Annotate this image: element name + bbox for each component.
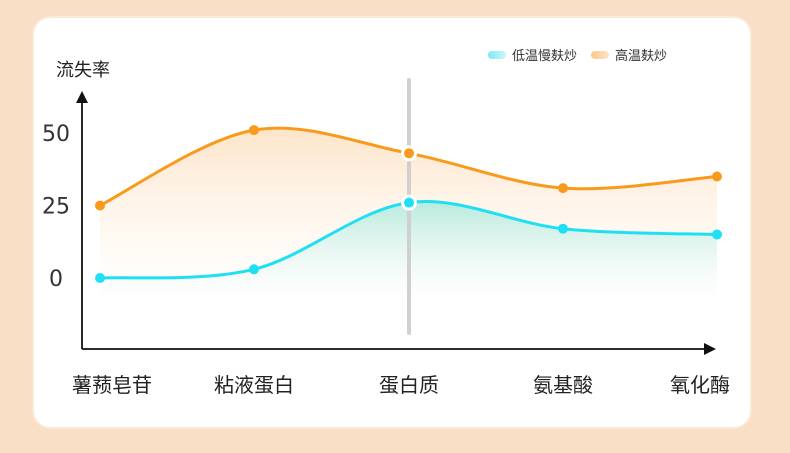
series-2-point bbox=[249, 125, 259, 136]
series-1-point bbox=[558, 223, 568, 234]
legend-swatch bbox=[488, 50, 506, 59]
series-2-point bbox=[95, 200, 105, 211]
series-1-point bbox=[404, 197, 414, 208]
series-1-point bbox=[712, 229, 722, 240]
series-1-point bbox=[249, 264, 259, 275]
legend-label: 低温慢麸炒 bbox=[512, 49, 578, 64]
x-axis-arrow bbox=[704, 343, 716, 355]
series-2-point bbox=[558, 183, 568, 194]
series-1-point bbox=[95, 273, 105, 283]
x-tick-label: 粘液蛋白 bbox=[214, 373, 294, 397]
y-tick-label: 0 bbox=[49, 267, 63, 292]
x-tick-label: 蛋白质 bbox=[379, 373, 439, 397]
y-axis-arrow bbox=[76, 91, 88, 103]
legend-swatch bbox=[591, 50, 610, 59]
y-tick-label: 50 bbox=[42, 122, 70, 147]
legend-item-series-1[interactable]: 低温慢麸炒 bbox=[488, 45, 577, 64]
x-tick-label: 氨基酸 bbox=[533, 373, 593, 397]
x-tick-label: 薯蓣皂苷 bbox=[72, 373, 152, 397]
series-2-point bbox=[712, 171, 722, 182]
legend: 低温慢麸炒 高温麸炒 bbox=[488, 45, 667, 64]
legend-item-series-2[interactable]: 高温麸炒 bbox=[591, 45, 667, 64]
series-2-point bbox=[404, 148, 414, 159]
y-axis-label: 流失率 bbox=[56, 60, 110, 81]
legend-label: 高温麸炒 bbox=[615, 49, 668, 64]
y-tick-label: 25 bbox=[42, 195, 70, 220]
x-tick-label: 氧化酶 bbox=[670, 373, 730, 397]
